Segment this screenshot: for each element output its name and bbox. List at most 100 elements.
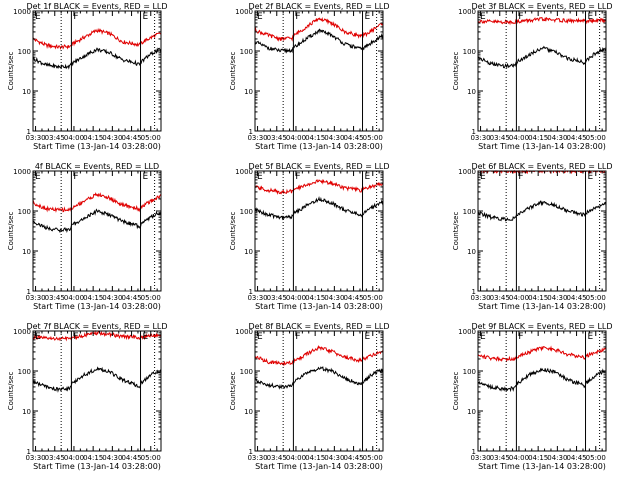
x-tick-label: 04:30 bbox=[547, 134, 567, 142]
x-tick-label: 05:00 bbox=[363, 134, 383, 142]
x-tick-label: 03:30 bbox=[247, 134, 267, 142]
x-tick-label: 04:00 bbox=[64, 454, 84, 462]
x-tick-label: 04:15 bbox=[528, 134, 548, 142]
x-tick-label: 03:45 bbox=[45, 134, 65, 142]
x-tick-label: 04:00 bbox=[64, 134, 84, 142]
x-tick-label: 04:15 bbox=[83, 134, 103, 142]
marker-label: F bbox=[518, 12, 523, 22]
marker-label: F bbox=[295, 172, 300, 182]
x-tick-label: 04:30 bbox=[102, 294, 122, 302]
x-tick-label: 03:30 bbox=[25, 294, 45, 302]
y-tick-label: 1 bbox=[27, 128, 31, 136]
x-tick-label: 04:00 bbox=[509, 454, 529, 462]
chart-title: Det 2f BLACK = Events, RED = LLD bbox=[248, 2, 389, 11]
y-tick-label: 1 bbox=[472, 128, 476, 136]
x-tick-label: 04:45 bbox=[566, 454, 586, 462]
marker-label: E bbox=[35, 332, 41, 342]
marker-label: E bbox=[257, 12, 263, 22]
chart-title: Det 9f BLACK = Events, RED = LLD bbox=[471, 322, 612, 331]
series-line-lld-red bbox=[254, 17, 384, 42]
y-tick-label: 10 bbox=[22, 88, 31, 96]
chart-title: Det 5f BLACK = Events, RED = LLD bbox=[248, 162, 389, 171]
x-tick-label: 04:15 bbox=[305, 134, 325, 142]
y-tick-label: 10 bbox=[467, 408, 476, 416]
plot-frame bbox=[32, 330, 162, 452]
y-axis-label: Counts/sec bbox=[452, 52, 460, 91]
x-tick-label: 05:00 bbox=[586, 454, 606, 462]
y-tick-label: 1000 bbox=[235, 168, 253, 176]
marker-label: E bbox=[480, 332, 486, 342]
y-tick-label: 100 bbox=[240, 368, 253, 376]
x-tick-label: 03:30 bbox=[470, 454, 490, 462]
x-tick-label: 04:00 bbox=[286, 454, 306, 462]
series-line-events-black bbox=[477, 200, 607, 222]
marker-label: E bbox=[35, 12, 41, 22]
plot-frame bbox=[477, 330, 607, 452]
x-tick-label: 05:00 bbox=[586, 134, 606, 142]
x-tick-label: 05:00 bbox=[363, 454, 383, 462]
x-tick-label: 04:45 bbox=[121, 454, 141, 462]
y-tick-label: 1000 bbox=[235, 8, 253, 16]
x-tick-label: 04:30 bbox=[547, 294, 567, 302]
y-tick-label: 100 bbox=[240, 48, 253, 56]
x-tick-label: 04:00 bbox=[509, 294, 529, 302]
x-tick-label: 03:45 bbox=[490, 454, 510, 462]
x-axis-label: Start Time (13-Jan-14 03:28:00) bbox=[33, 142, 161, 151]
x-tick-label: 04:30 bbox=[547, 454, 567, 462]
chart-title: Det 6f BLACK = Events, RED = LLD bbox=[471, 162, 612, 171]
marker-label: E bbox=[143, 172, 149, 182]
x-tick-label: 04:45 bbox=[343, 454, 363, 462]
marker-label: F bbox=[73, 172, 78, 182]
x-axis-label: Start Time (13-Jan-14 03:28:00) bbox=[478, 142, 606, 151]
series-line-events-black bbox=[477, 45, 607, 69]
y-tick-label: 10 bbox=[22, 408, 31, 416]
y-axis-label: Counts/sec bbox=[7, 52, 15, 91]
y-tick-label: 1000 bbox=[13, 8, 31, 16]
y-axis-label: Counts/sec bbox=[452, 212, 460, 251]
x-tick-label: 04:00 bbox=[64, 294, 84, 302]
x-tick-label: 04:15 bbox=[305, 454, 325, 462]
x-tick-label: 03:30 bbox=[470, 294, 490, 302]
x-tick-label: 05:00 bbox=[363, 294, 383, 302]
y-axis-label: Counts/sec bbox=[229, 52, 237, 91]
x-tick-label: 04:15 bbox=[528, 454, 548, 462]
series-line-lld-red bbox=[32, 27, 162, 50]
marker-label: E bbox=[480, 172, 486, 182]
x-tick-label: 04:45 bbox=[566, 294, 586, 302]
y-tick-label: 1 bbox=[249, 448, 253, 456]
x-axis-label: Start Time (13-Jan-14 03:28:00) bbox=[255, 462, 383, 471]
marker-label: F bbox=[518, 332, 523, 342]
y-tick-label: 10 bbox=[244, 88, 253, 96]
y-tick-label: 100 bbox=[463, 208, 476, 216]
y-axis-label: Counts/sec bbox=[229, 212, 237, 251]
chart-title: 4f BLACK = Events, RED = LLD bbox=[35, 162, 159, 171]
x-tick-label: 03:30 bbox=[247, 294, 267, 302]
plot-frame bbox=[32, 10, 162, 132]
marker-label: E bbox=[365, 172, 371, 182]
plot-frame bbox=[477, 10, 607, 132]
x-tick-label: 03:45 bbox=[267, 454, 287, 462]
y-tick-label: 100 bbox=[463, 368, 476, 376]
series-line-lld-red bbox=[477, 16, 607, 26]
x-tick-label: 03:45 bbox=[45, 454, 65, 462]
plot-frame bbox=[477, 170, 607, 292]
x-tick-label: 04:30 bbox=[102, 454, 122, 462]
plot-frame bbox=[254, 170, 384, 292]
x-tick-label: 03:45 bbox=[490, 294, 510, 302]
x-tick-label: 04:15 bbox=[83, 454, 103, 462]
marker-label: F bbox=[518, 172, 523, 182]
chart-title: Det 1f BLACK = Events, RED = LLD bbox=[26, 2, 167, 11]
series-line-events-black bbox=[32, 208, 162, 234]
marker-label: E bbox=[257, 332, 263, 342]
y-tick-label: 1000 bbox=[235, 328, 253, 336]
series-line-lld-red bbox=[32, 192, 162, 213]
y-tick-label: 1000 bbox=[13, 328, 31, 336]
x-axis-label: Start Time (13-Jan-14 03:28:00) bbox=[33, 302, 161, 311]
y-tick-label: 1 bbox=[249, 288, 253, 296]
x-tick-label: 05:00 bbox=[141, 454, 161, 462]
